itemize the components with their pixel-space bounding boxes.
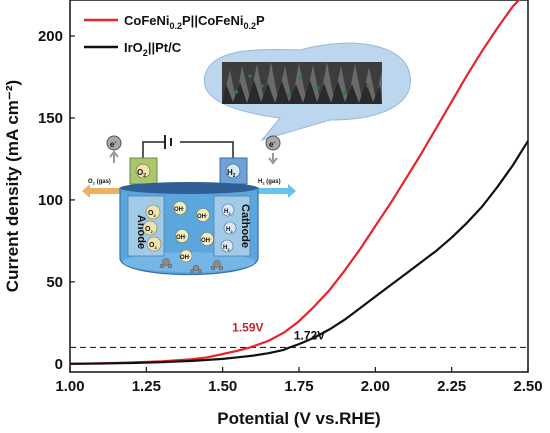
o2-gas-arrow: O2 (gas) (82, 179, 124, 198)
x-axis-title: Potential (V vs.RHE) (217, 409, 380, 428)
x-tick-label: 1.50 (208, 378, 237, 395)
svg-text:OH-: OH- (176, 233, 187, 241)
species-h2-bubbles: H2 H2 H2 (220, 203, 237, 253)
species-oh-bubbles: OH- OH- OH- OH- OH- (173, 201, 214, 263)
legend-label-black: IrO2||Pt/C (124, 40, 182, 58)
svg-text:O2: O2 (149, 242, 157, 250)
svg-text:O2: O2 (145, 226, 153, 234)
svg-text:OH-: OH- (180, 253, 191, 261)
svg-text:H2: H2 (224, 209, 231, 216)
svg-text:OH-: OH- (174, 205, 185, 213)
x-tick-label: 1.75 (284, 378, 313, 395)
y-tick-label: 0 (55, 356, 63, 373)
external-circuit-wire (142, 141, 234, 165)
svg-text:O2: O2 (137, 168, 146, 179)
electrolyzer-inset: e- e- O2 H2 O2 (gas) H2 (gas) A (82, 42, 411, 276)
series-line-black (70, 140, 528, 365)
svg-text:H2: H2 (227, 168, 236, 179)
y-tick-label: 100 (38, 192, 63, 209)
svg-text:O2: O2 (148, 210, 156, 218)
x-tick-label: 2.00 (361, 378, 390, 395)
series-line-red (70, 0, 521, 365)
y-axis-title: Current density (mA cm⁻²) (3, 80, 22, 292)
x-axis-ticks: 1.00 1.25 1.50 1.75 2.00 2.25 2.50 (55, 367, 543, 395)
cathode-label: Cathode (239, 204, 251, 248)
svg-text:O2 (gas): O2 (gas) (88, 179, 111, 186)
y-axis-ticks: 0 50 100 150 200 (38, 28, 75, 373)
x-tick-label: 1.25 (132, 378, 161, 395)
y-tick-label: 50 (46, 274, 63, 291)
svg-text:OH-: OH- (201, 236, 212, 244)
svg-text:e-: e- (110, 140, 116, 149)
svg-text:H2: H2 (226, 227, 233, 234)
species-o2-bubbles: O2 O2 O2 (142, 204, 162, 252)
x-tick-label: 2.50 (513, 378, 542, 395)
x-tick-label: 2.25 (437, 378, 466, 395)
svg-text:OH-: OH- (197, 212, 208, 220)
electron-right: e- (265, 135, 281, 165)
legend: CoFeNi0.2P||CoFeNi0.2P IrO2||Pt/C (84, 13, 265, 58)
anode-label: Anode (135, 215, 147, 249)
annotation-black-potential: 1.72V (294, 328, 325, 342)
svg-text:H2: H2 (223, 245, 230, 252)
x-tick-label: 1.00 (55, 378, 84, 395)
annotation-red-potential: 1.59V (232, 320, 263, 334)
svg-text:e-: e- (269, 140, 275, 149)
h2-gas-arrow: H2 (gas) (256, 179, 296, 198)
legend-label-red: CoFeNi0.2P||CoFeNi0.2P (124, 13, 265, 31)
y-tick-label: 150 (38, 110, 63, 127)
svg-text:H2 (gas): H2 (gas) (258, 179, 281, 186)
electron-left: e- (106, 135, 122, 163)
sem-micrograph (222, 62, 382, 104)
water-molecules (159, 258, 224, 274)
y-tick-label: 200 (38, 28, 63, 45)
series-group (70, 0, 528, 365)
